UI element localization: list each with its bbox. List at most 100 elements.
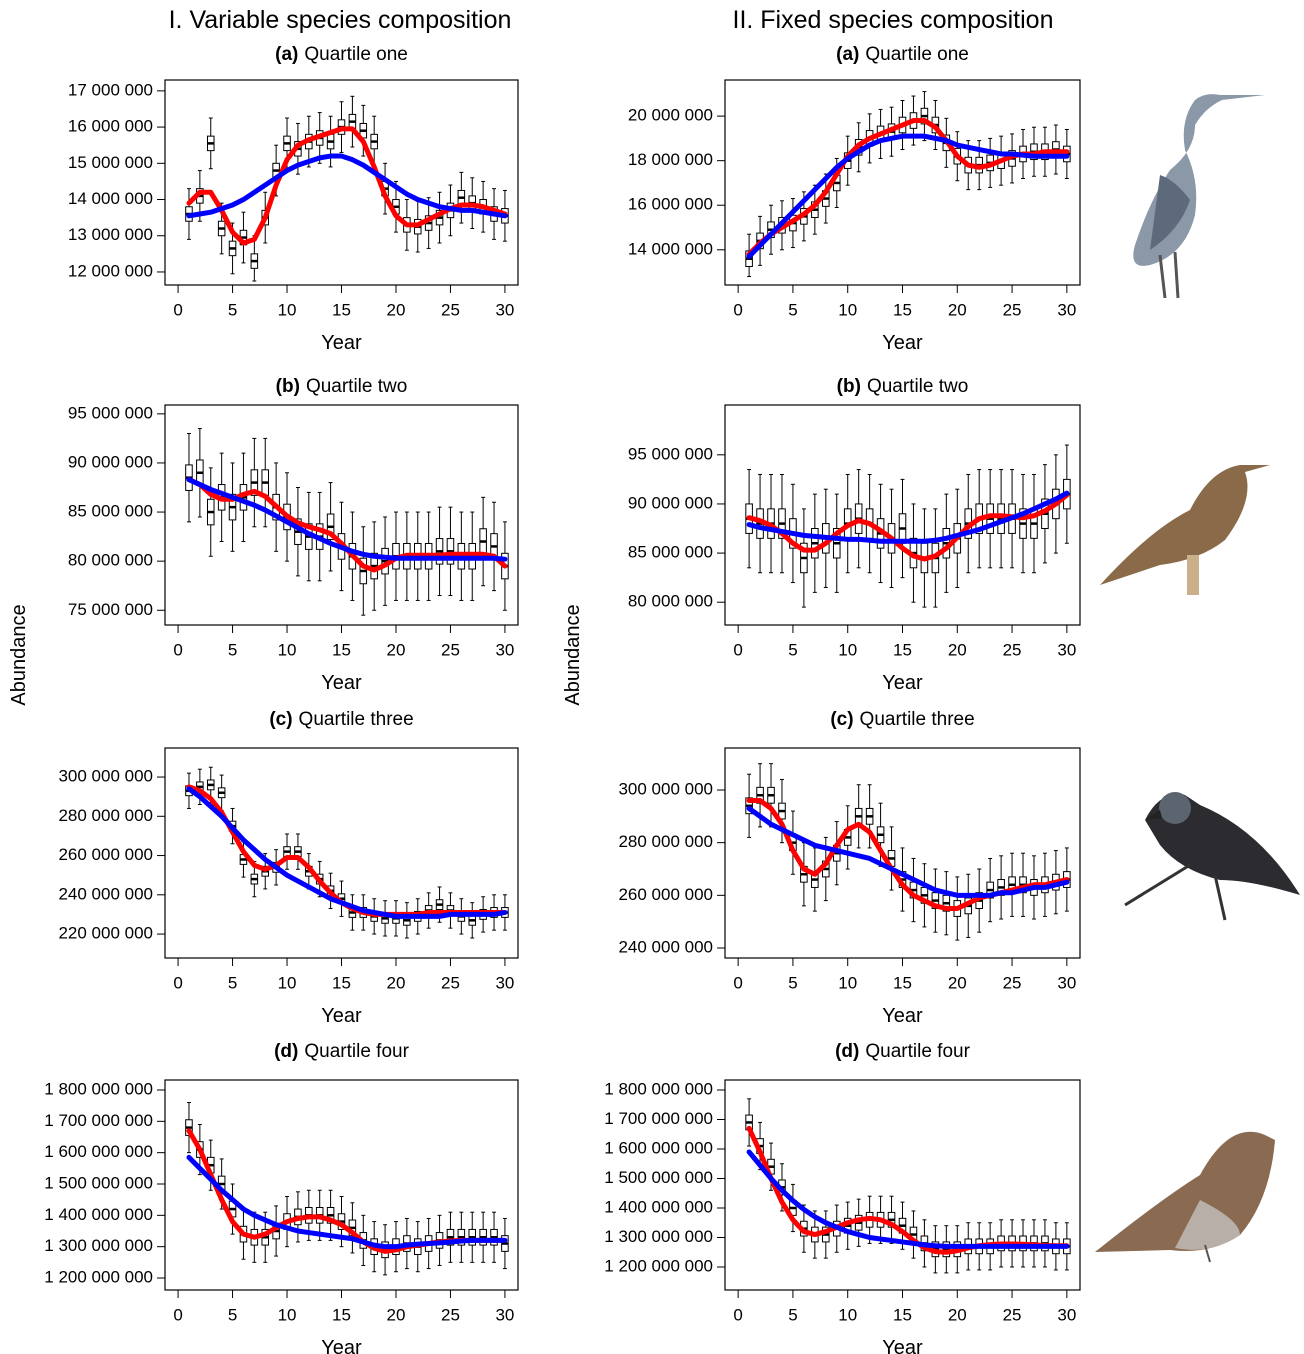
panel-title-text: Quartile four <box>865 1041 970 1062</box>
panel-label: (b) <box>837 376 861 397</box>
x-tick-label: 25 <box>441 973 460 992</box>
y-tick-label: 280 000 000 <box>618 832 713 851</box>
trend-line <box>189 129 505 243</box>
x-tick-label: 10 <box>278 300 297 319</box>
x-tick-label: 5 <box>788 973 797 992</box>
x-tick-label: 10 <box>838 1305 857 1324</box>
y-tick-label: 260 000 000 <box>618 885 713 904</box>
panel-title-text: Quartile four <box>304 1041 409 1062</box>
panel-title: (b)Quartile two <box>837 376 969 397</box>
x-tick-label: 0 <box>173 1305 182 1324</box>
x-tick-label: 0 <box>173 973 182 992</box>
trend-line <box>749 1152 1067 1246</box>
x-axis-label: Year <box>321 1005 362 1027</box>
panel-label: (c) <box>830 709 853 730</box>
x-tick-label: 25 <box>441 640 460 659</box>
trend-line <box>749 121 1067 255</box>
x-tick-label: 20 <box>948 300 967 319</box>
x-axis-label: Year <box>321 332 362 354</box>
x-tick-label: 5 <box>228 973 237 992</box>
x-tick-label: 25 <box>441 300 460 319</box>
y-tick-label: 12 000 000 <box>68 261 153 280</box>
y-tick-label: 15 000 000 <box>68 153 153 172</box>
x-tick-label: 15 <box>332 1305 351 1324</box>
trend-line <box>749 136 1067 256</box>
x-tick-label: 25 <box>1003 973 1022 992</box>
x-tick-label: 20 <box>387 1305 406 1324</box>
x-tick-label: 5 <box>228 640 237 659</box>
y-tick-label: 240 000 000 <box>58 884 153 903</box>
y-tick-label: 16 000 000 <box>628 195 713 214</box>
panel-title: (b)Quartile two <box>276 376 408 397</box>
x-axis-label: Year <box>321 672 362 694</box>
x-axis-label: Year <box>882 1005 923 1027</box>
x-tick-label: 20 <box>948 640 967 659</box>
x-tick-label: 0 <box>733 1305 742 1324</box>
x-tick-label: 20 <box>948 1305 967 1324</box>
panel-title: (a) Quartile one <box>836 44 969 65</box>
panel-title-text: Quartile one <box>865 44 969 65</box>
x-tick-label: 5 <box>788 1305 797 1324</box>
y-tick-label: 14 000 000 <box>68 189 153 208</box>
x-tick-label: 20 <box>948 973 967 992</box>
trend-line <box>189 480 505 560</box>
x-tick-label: 0 <box>173 300 182 319</box>
y-tick-label: 14 000 000 <box>628 239 713 258</box>
panel-label: (b) <box>276 376 300 397</box>
y-tick-label: 300 000 000 <box>58 767 153 786</box>
y-tick-label: 13 000 000 <box>68 225 153 244</box>
y-tick-label: 85 000 000 <box>68 502 153 521</box>
y-axis-label: Abundance <box>562 604 584 705</box>
panel-label: (a) <box>836 44 859 65</box>
trend-line <box>749 493 1067 541</box>
x-tick-label: 0 <box>173 640 182 659</box>
x-tick-label: 0 <box>733 640 742 659</box>
x-tick-label: 30 <box>1057 300 1076 319</box>
trend-line <box>749 808 1067 895</box>
panel-title: (c) Quartile three <box>830 709 974 730</box>
y-tick-label: 1 300 000 000 <box>604 1227 713 1246</box>
panel-title: (d)Quartile four <box>835 1041 970 1062</box>
x-axis-label: Year <box>882 672 923 694</box>
panel-label: (d) <box>274 1041 298 1062</box>
x-tick-label: 5 <box>788 300 797 319</box>
x-tick-label: 10 <box>278 1305 297 1324</box>
panel-label: (a) <box>275 44 298 65</box>
column-title: I. Variable species composition <box>169 6 512 34</box>
y-tick-label: 18 000 000 <box>628 150 713 169</box>
x-tick-label: 0 <box>733 300 742 319</box>
x-tick-label: 30 <box>1057 973 1076 992</box>
trend-line <box>749 1128 1067 1252</box>
jackdaw-illustration <box>1125 792 1300 920</box>
y-tick-label: 80 000 000 <box>68 551 153 570</box>
x-tick-label: 15 <box>332 640 351 659</box>
y-tick-label: 1 700 000 000 <box>44 1111 153 1130</box>
x-tick-label: 15 <box>332 300 351 319</box>
y-tick-label: 90 000 000 <box>628 493 713 512</box>
y-tick-label: 1 800 000 000 <box>604 1079 713 1098</box>
trend-line <box>189 787 505 915</box>
panel-title: (d) Quartile four <box>274 1041 409 1062</box>
x-tick-label: 15 <box>893 1305 912 1324</box>
y-tick-label: 300 000 000 <box>618 779 713 798</box>
y-tick-label: 1 600 000 000 <box>604 1138 713 1157</box>
y-tick-label: 1 300 000 000 <box>44 1236 153 1255</box>
x-tick-label: 30 <box>1057 640 1076 659</box>
y-tick-label: 95 000 000 <box>68 403 153 422</box>
y-tick-label: 1 500 000 000 <box>44 1173 153 1192</box>
trend-line <box>189 1131 505 1252</box>
y-tick-label: 20 000 000 <box>628 106 713 125</box>
y-tick-label: 1 500 000 000 <box>604 1168 713 1187</box>
x-axis-label: Year <box>321 1337 362 1354</box>
x-tick-label: 25 <box>1003 640 1022 659</box>
y-tick-label: 1 700 000 000 <box>604 1109 713 1128</box>
panel-title-text: Quartile three <box>860 709 975 730</box>
y-tick-label: 1 200 000 000 <box>604 1256 713 1275</box>
panel-label: (c) <box>269 709 292 730</box>
trend-line <box>749 495 1067 559</box>
plot-frame <box>165 748 518 958</box>
y-tick-label: 95 000 000 <box>628 444 713 463</box>
warbler-illustration <box>1100 465 1270 595</box>
x-tick-label: 20 <box>387 973 406 992</box>
x-tick-label: 15 <box>893 640 912 659</box>
